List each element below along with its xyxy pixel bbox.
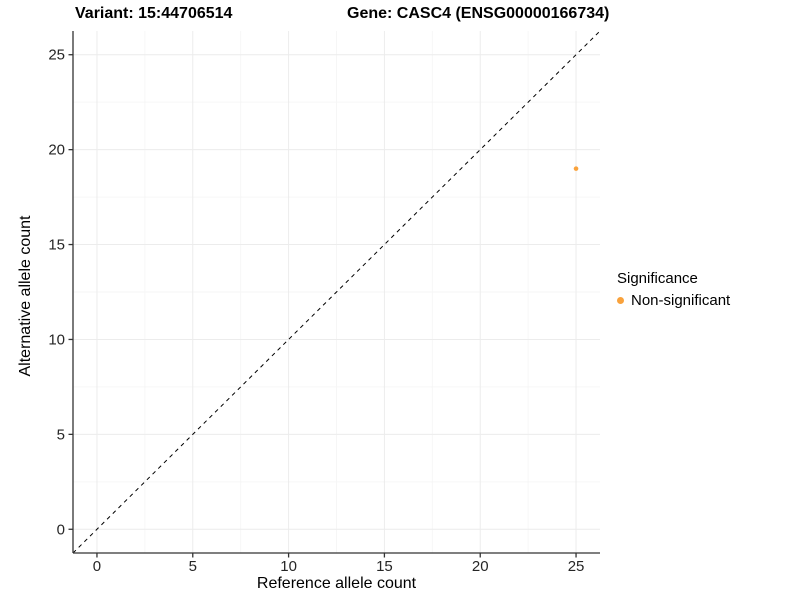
y-tick-label: 20 xyxy=(48,142,65,159)
y-tick-label: 15 xyxy=(48,237,65,254)
legend-item-label: Non-significant xyxy=(631,292,731,309)
x-tick-label: 25 xyxy=(568,558,585,575)
x-tick-label: 15 xyxy=(376,558,393,575)
x-tick-label: 0 xyxy=(93,558,101,575)
y-tick-label: 5 xyxy=(57,426,65,443)
x-axis-title: Reference allele count xyxy=(256,575,417,592)
legend-point-icon xyxy=(617,297,624,304)
x-tick-label: 5 xyxy=(189,558,197,575)
identity-line xyxy=(72,30,601,554)
legend-item: Non-significant xyxy=(617,292,730,309)
data-point xyxy=(573,166,579,171)
x-tick-label: 10 xyxy=(280,558,297,575)
y-tick-label: 25 xyxy=(48,47,65,64)
gene-title: Gene: CASC4 (ENSG00000166734) xyxy=(347,5,610,22)
y-tick-label: 10 xyxy=(48,331,65,348)
variant-title: Variant: 15:44706514 xyxy=(75,5,233,22)
y-tick-label: 0 xyxy=(57,521,65,538)
legend: Significance Non-significant xyxy=(617,270,730,309)
x-tick-label: 20 xyxy=(472,558,489,575)
legend-title: Significance xyxy=(617,270,698,287)
